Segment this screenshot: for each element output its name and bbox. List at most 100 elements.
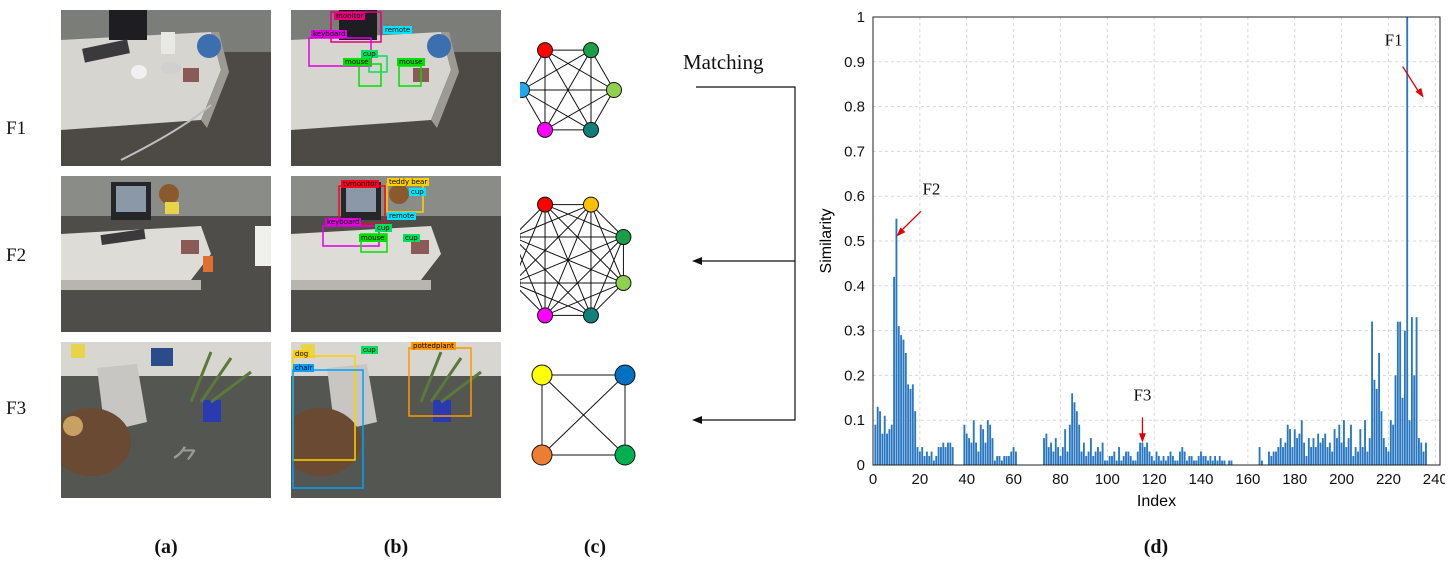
similarity-bar [902,339,905,465]
similarity-bar [1228,460,1231,465]
similarity-bar [1169,451,1172,465]
graph-node [537,42,553,59]
similarity-bar [1167,456,1170,465]
similarity-bar [1003,456,1006,465]
similarity-bar [989,424,992,465]
similarity-bar [1268,451,1270,465]
annotation-label: F2 [922,180,940,199]
similarity-bar [984,442,987,465]
x-tick-label: 40 [958,471,975,488]
graph-node [614,364,636,386]
similarity-bar [1099,451,1102,465]
similarity-bar [1378,353,1381,465]
y-tick-label: 0.3 [844,323,865,340]
similarity-bar [916,447,919,465]
similarity-bar [1085,456,1088,465]
detection-label: tvmonitor [341,180,380,188]
graph-edge [544,89,615,131]
similarity-bar [1298,433,1301,465]
similarity-bar [1375,388,1378,465]
similarity-bar [1075,411,1078,465]
graph-node [531,364,553,386]
similarity-bar [1125,451,1127,465]
similarity-bar [1143,447,1146,465]
similarity-bar [1129,456,1132,465]
similarity-bar [1141,442,1144,465]
y-tick-label: 0 [857,457,865,474]
similarity-bar [1307,438,1310,465]
panel-label-d: (d) [1143,536,1169,558]
similarity-bar [1392,424,1395,465]
frame-f1-image [61,10,271,166]
similarity-bar [1195,460,1198,465]
similarity-bar [1207,460,1209,465]
similarity-bar [1073,402,1076,465]
similarity-bar [1312,438,1315,465]
similarity-bar [1111,456,1113,465]
x-tick-label: 20 [912,471,929,488]
similarity-bar [991,438,994,465]
graph-node [582,307,599,324]
graph-edge [520,239,624,284]
similarity-bar [1057,447,1060,465]
detection-label: cup [361,346,378,354]
similarity-bar [968,438,970,465]
similarity-bar [1200,451,1202,465]
similarity-bar [876,406,879,465]
similarity-bar [963,424,966,465]
similarity-bar [1127,451,1130,465]
similarity-bar [998,456,1001,465]
similarity-bar [1139,442,1142,465]
similarity-bar [1305,456,1308,465]
similarity-bar [1146,442,1149,465]
similarity-bar [1410,317,1413,465]
similarity-bar [1408,420,1411,465]
annotation-label: F1 [1385,31,1403,50]
similarity-bar [1385,447,1388,465]
similarity-bar [1193,460,1195,465]
similarity-bar [1282,447,1284,465]
similarity-bar [1389,420,1392,465]
similarity-bar [1328,442,1331,465]
graph-node [615,229,632,246]
similarity-bar [925,451,928,465]
graph-edge [521,49,592,91]
detection-label: chair [293,364,315,372]
similarity-bar [893,276,896,465]
similarity-bar [1354,447,1357,465]
y-tick-label: 0.4 [844,278,865,295]
similarity-bar [1171,456,1174,465]
x-tick-label: 200 [1329,471,1354,488]
detection-label: cup [409,188,426,196]
similarity-bar [1357,451,1359,465]
similarity-bar [1289,429,1291,465]
similarity-bar [1120,460,1123,465]
graph-node [583,121,599,138]
similarity-bar [947,442,949,465]
similarity-bar [1214,456,1217,465]
similarity-bar [1186,460,1188,465]
similarity-bar [1150,456,1153,465]
graph-edge [544,204,624,284]
annotation-label: F3 [1133,386,1151,405]
graph-node [606,82,622,98]
similarity-bar [944,447,947,465]
similarity-bar [1260,460,1263,465]
y-axis-label: Similarity [818,209,835,274]
similarity-bar-chart: 0 20 40 60 80 100 120 140 160 180 200 220 240 0 0.1 0.2… [818,9,1445,510]
row-label-f2: F2 [6,245,27,266]
similarity-bar [1106,460,1109,465]
similarity-bar [1066,451,1069,465]
similarity-bar [883,415,886,465]
similarity-bar [911,384,914,465]
similarity-bar [930,451,933,465]
annotation-arrowhead [896,227,906,237]
similarity-bar [1343,420,1345,465]
graph-edge [541,374,626,456]
x-tick-label: 240 [1423,471,1445,488]
similarity-bar [1279,438,1282,465]
similarity-bar [1324,433,1327,465]
annotation-arrowhead [1415,87,1424,98]
similarity-bar [1061,447,1064,465]
similarity-bar [1399,321,1402,465]
